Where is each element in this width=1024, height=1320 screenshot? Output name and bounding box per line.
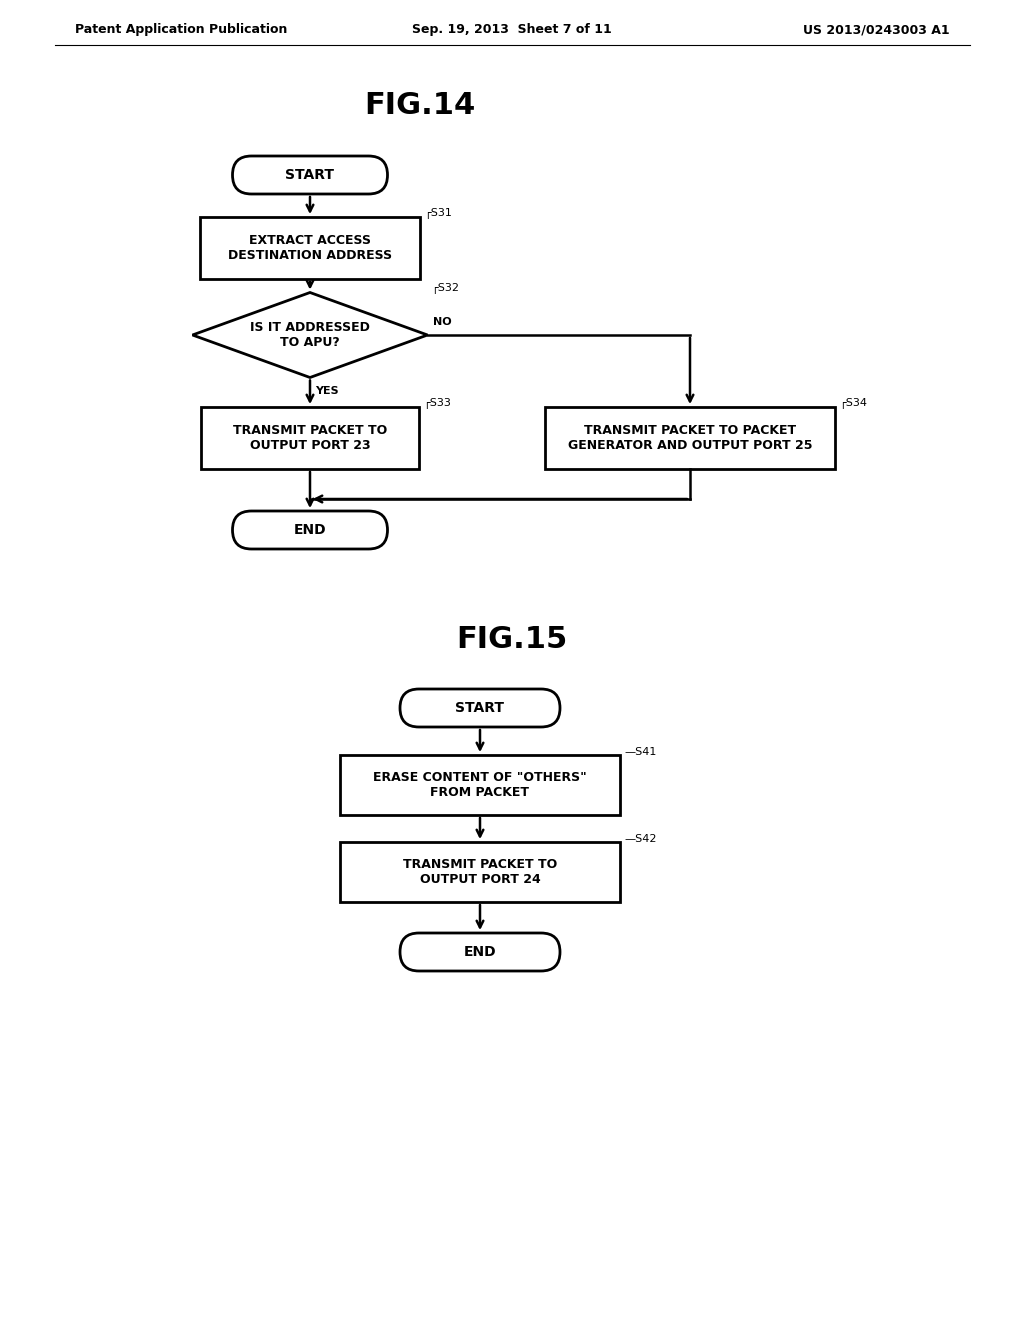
Text: END: END <box>464 945 497 960</box>
Text: IS IT ADDRESSED
TO APU?: IS IT ADDRESSED TO APU? <box>250 321 370 348</box>
Text: US 2013/0243003 A1: US 2013/0243003 A1 <box>804 24 950 37</box>
Bar <box>340 755 620 814</box>
Text: —S42: —S42 <box>624 834 656 843</box>
Text: —S41: —S41 <box>624 747 656 756</box>
Text: YES: YES <box>315 385 339 396</box>
Text: TRANSMIT PACKET TO PACKET
GENERATOR AND OUTPUT PORT 25: TRANSMIT PACKET TO PACKET GENERATOR AND … <box>567 424 812 451</box>
Bar <box>200 216 420 279</box>
Text: ┌S33: ┌S33 <box>423 399 451 409</box>
Text: TRANSMIT PACKET TO
OUTPUT PORT 23: TRANSMIT PACKET TO OUTPUT PORT 23 <box>232 424 387 451</box>
Text: END: END <box>294 523 327 537</box>
FancyBboxPatch shape <box>232 156 387 194</box>
Text: EXTRACT ACCESS
DESTINATION ADDRESS: EXTRACT ACCESS DESTINATION ADDRESS <box>228 234 392 261</box>
Text: TRANSMIT PACKET TO
OUTPUT PORT 24: TRANSMIT PACKET TO OUTPUT PORT 24 <box>402 858 557 886</box>
Text: ERASE CONTENT OF "OTHERS"
FROM PACKET: ERASE CONTENT OF "OTHERS" FROM PACKET <box>373 771 587 799</box>
Bar <box>201 407 419 469</box>
Bar <box>545 407 835 469</box>
Text: FIG.14: FIG.14 <box>365 91 475 120</box>
Text: FIG.15: FIG.15 <box>457 626 567 655</box>
Text: ┌S31: ┌S31 <box>424 209 452 219</box>
Bar <box>340 842 620 902</box>
Polygon shape <box>193 293 427 378</box>
Text: Patent Application Publication: Patent Application Publication <box>75 24 288 37</box>
Text: Sep. 19, 2013  Sheet 7 of 11: Sep. 19, 2013 Sheet 7 of 11 <box>412 24 612 37</box>
Text: ┌S34: ┌S34 <box>839 399 867 409</box>
FancyBboxPatch shape <box>232 511 387 549</box>
FancyBboxPatch shape <box>400 933 560 972</box>
FancyBboxPatch shape <box>400 689 560 727</box>
Text: START: START <box>456 701 505 715</box>
Text: START: START <box>286 168 335 182</box>
Text: NO: NO <box>432 317 452 327</box>
Text: ┌S32: ┌S32 <box>431 284 460 294</box>
